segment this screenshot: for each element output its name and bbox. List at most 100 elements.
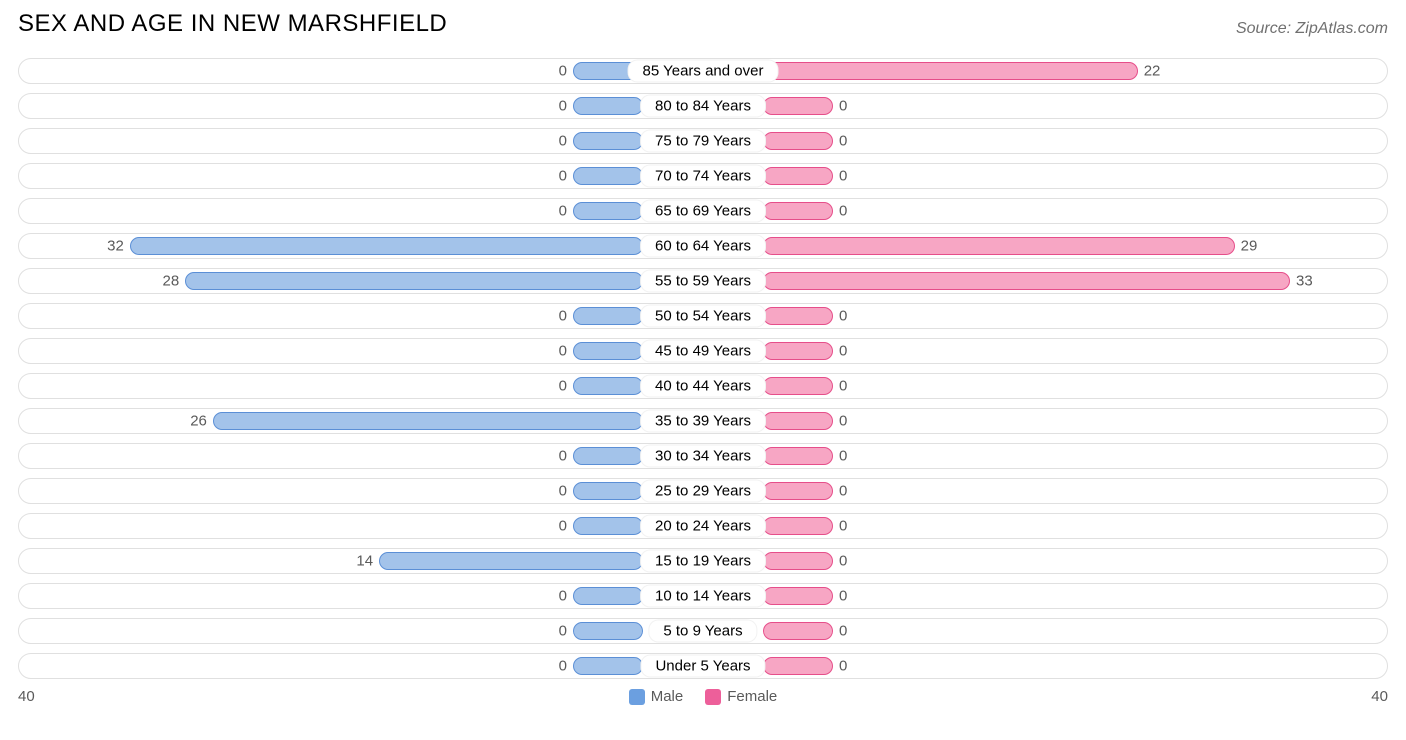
male-value: 0 <box>559 658 573 675</box>
female-value: 0 <box>833 98 847 115</box>
female-bar <box>763 657 833 675</box>
female-bar <box>763 377 833 395</box>
table-row: 26 0 35 to 39 Years <box>18 408 1388 434</box>
male-value: 0 <box>559 588 573 605</box>
male-value: 0 <box>559 518 573 535</box>
female-half: 0 <box>703 94 1387 118</box>
female-bar <box>763 447 833 465</box>
male-value: 0 <box>559 203 573 220</box>
female-value: 0 <box>833 413 847 430</box>
male-half: 0 <box>19 304 703 328</box>
table-row: 283355 to 59 Years <box>18 268 1388 294</box>
female-bar <box>763 412 833 430</box>
male-bar <box>573 97 643 115</box>
female-value: 0 <box>833 623 847 640</box>
pyramid-chart: 02285 Years and over0080 to 84 Years0075… <box>18 58 1388 679</box>
male-half: 0 <box>19 374 703 398</box>
female-half: 0 <box>703 304 1387 328</box>
female-value: 0 <box>833 168 847 185</box>
male-half: 0 <box>19 164 703 188</box>
table-row: 0 0 20 to 24 Years <box>18 513 1388 539</box>
female-bar <box>763 167 833 185</box>
male-bar <box>573 622 643 640</box>
male-half: 0 <box>19 654 703 678</box>
age-label: 50 to 54 Years <box>640 305 766 328</box>
male-bar <box>573 587 643 605</box>
female-value: 0 <box>833 518 847 535</box>
table-row: 0 0 30 to 34 Years <box>18 443 1388 469</box>
table-row: 0045 to 49 Years <box>18 338 1388 364</box>
table-row: 0070 to 74 Years <box>18 163 1388 189</box>
age-label: Under 5 Years <box>640 655 765 678</box>
male-half: 0 <box>19 199 703 223</box>
legend: Male Female <box>629 688 778 705</box>
table-row: 005 to 9 Years <box>18 618 1388 644</box>
female-half: 0 <box>703 164 1387 188</box>
female-half: 0 <box>703 479 1387 503</box>
male-half: 0 <box>19 129 703 153</box>
female-half: 0 <box>703 374 1387 398</box>
age-label: 75 to 79 Years <box>640 130 766 153</box>
female-half: 0 <box>703 339 1387 363</box>
male-bar <box>573 657 643 675</box>
female-value: 22 <box>1138 63 1161 80</box>
age-label: 20 to 24 Years <box>640 515 766 538</box>
female-value: 33 <box>1290 273 1313 290</box>
female-bar <box>763 272 1290 290</box>
age-label: 85 Years and over <box>628 60 779 83</box>
male-half: 0 <box>19 514 703 538</box>
legend-item-male: Male <box>629 688 684 705</box>
age-label: 45 to 49 Years <box>640 340 766 363</box>
male-bar <box>573 307 643 325</box>
female-value: 0 <box>833 658 847 675</box>
female-bar <box>763 97 833 115</box>
legend-swatch-female <box>705 689 721 705</box>
legend-label-female: Female <box>727 688 777 705</box>
table-row: 0 22 85 Years and over <box>18 58 1388 84</box>
age-label: 70 to 74 Years <box>640 165 766 188</box>
male-bar <box>573 377 643 395</box>
legend-label-male: Male <box>651 688 684 705</box>
male-half: 0 <box>19 479 703 503</box>
female-bar <box>763 622 833 640</box>
female-value: 0 <box>833 483 847 500</box>
male-half: 0 <box>19 59 703 83</box>
table-row: 0050 to 54 Years <box>18 303 1388 329</box>
female-half: 0 <box>703 619 1387 643</box>
male-value: 26 <box>190 413 213 430</box>
age-label: 40 to 44 Years <box>640 375 766 398</box>
legend-item-female: Female <box>705 688 777 705</box>
male-value: 0 <box>559 448 573 465</box>
table-row: 0080 to 84 Years <box>18 93 1388 119</box>
female-bar <box>763 62 1138 80</box>
female-value: 0 <box>833 448 847 465</box>
female-half: 0 <box>703 549 1387 573</box>
male-half: 0 <box>19 619 703 643</box>
female-bar <box>763 307 833 325</box>
female-bar <box>763 237 1235 255</box>
female-bar <box>763 517 833 535</box>
female-half: 0 <box>703 129 1387 153</box>
male-value: 28 <box>163 273 186 290</box>
male-value: 32 <box>107 238 130 255</box>
male-half: 0 <box>19 584 703 608</box>
male-bar <box>213 412 643 430</box>
male-bar <box>573 342 643 360</box>
female-half: 0 <box>703 199 1387 223</box>
female-half: 0 <box>703 409 1387 433</box>
female-value: 0 <box>833 203 847 220</box>
male-bar <box>379 552 643 570</box>
legend-swatch-male <box>629 689 645 705</box>
age-label: 35 to 39 Years <box>640 410 766 433</box>
male-half: 32 <box>19 234 703 258</box>
male-value: 0 <box>559 63 573 80</box>
male-half: 0 <box>19 339 703 363</box>
male-value: 0 <box>559 133 573 150</box>
age-label: 80 to 84 Years <box>640 95 766 118</box>
male-bar <box>130 237 643 255</box>
axis-right-max: 40 <box>1371 688 1388 705</box>
age-label: 30 to 34 Years <box>640 445 766 468</box>
male-bar <box>573 482 643 500</box>
male-value: 0 <box>559 343 573 360</box>
table-row: 0010 to 14 Years <box>18 583 1388 609</box>
